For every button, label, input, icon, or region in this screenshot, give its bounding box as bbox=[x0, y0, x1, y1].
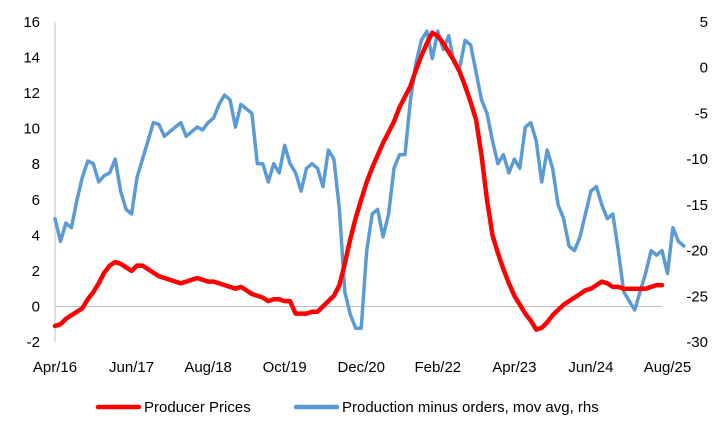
right-y-tick-label: -5 bbox=[695, 105, 708, 122]
left-y-tick-label: 0 bbox=[32, 298, 40, 315]
series-line-production-minus-orders bbox=[53, 29, 686, 331]
chart-axes bbox=[54, 22, 662, 342]
right-y-tick-label: -20 bbox=[686, 243, 708, 260]
right-y-tick-label: 0 bbox=[700, 60, 708, 77]
x-tick-label: Apr/23 bbox=[492, 359, 536, 376]
right-y-tick-label: 5 bbox=[700, 14, 708, 31]
right-y-tick-labels: -30 -25 -20 -15 -10 -5 0 5 bbox=[686, 14, 708, 351]
legend-label-producer-prices: Producer Prices bbox=[144, 399, 251, 416]
right-y-tick-label: -30 bbox=[686, 334, 708, 351]
left-y-tick-label: 2 bbox=[32, 263, 40, 280]
series-line-producer-prices bbox=[52, 30, 665, 332]
right-y-tick-label: -15 bbox=[686, 197, 708, 214]
x-tick-label: Aug/25 bbox=[644, 359, 692, 376]
left-y-tick-label: 14 bbox=[23, 50, 40, 67]
x-tick-label: Jun/17 bbox=[109, 359, 154, 376]
right-y-tick-label: -25 bbox=[686, 288, 708, 305]
x-tick-label: Apr/16 bbox=[33, 359, 77, 376]
x-tick-labels: Apr/16 Jun/17 Aug/18 Oct/19 Dec/20 Feb/22 Apr/… bbox=[33, 359, 691, 376]
left-y-tick-label: 10 bbox=[23, 121, 40, 138]
right-y-tick-label: -10 bbox=[686, 151, 708, 168]
left-y-tick-label: -2 bbox=[27, 334, 40, 351]
left-y-tick-label: 16 bbox=[23, 14, 40, 31]
x-tick-label: Dec/20 bbox=[337, 359, 385, 376]
x-tick-label: Aug/18 bbox=[184, 359, 232, 376]
left-y-tick-label: 12 bbox=[23, 85, 40, 102]
x-tick-label: Jun/24 bbox=[568, 359, 613, 376]
left-y-tick-label: 8 bbox=[32, 156, 40, 173]
left-y-tick-labels: -2 0 2 4 6 8 10 12 14 16 bbox=[23, 14, 40, 351]
x-tick-label: Oct/19 bbox=[263, 359, 307, 376]
left-y-tick-label: 6 bbox=[32, 192, 40, 209]
legend: Producer Prices Production minus orders,… bbox=[95, 399, 599, 416]
series-layer bbox=[52, 29, 686, 332]
left-y-tick-label: 4 bbox=[32, 227, 40, 244]
legend-label-production-minus-orders: Production minus orders, mov avg, rhs bbox=[342, 399, 599, 416]
x-tick-label: Feb/22 bbox=[414, 359, 461, 376]
